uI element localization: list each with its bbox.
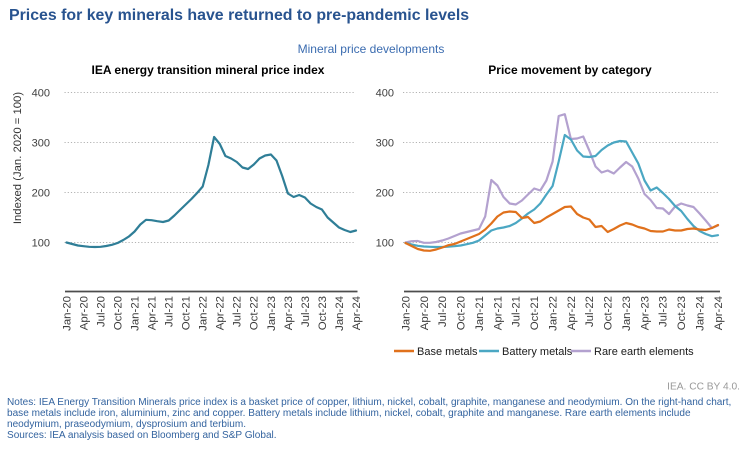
svg-text:Jul-20: Jul-20 [437,296,449,327]
svg-text:Indexed (Jan. 2020 = 100): Indexed (Jan. 2020 = 100) [12,92,24,224]
svg-text:Jul-22: Jul-22 [232,296,244,327]
svg-text:Apr-21: Apr-21 [147,296,159,330]
svg-text:Oct-22: Oct-22 [249,296,261,330]
svg-text:Oct-21: Oct-21 [181,296,193,330]
svg-text:100: 100 [32,237,50,249]
svg-text:Notes: IEA Energy Transition M: Notes: IEA Energy Transition Minerals pr… [7,397,731,408]
svg-text:Jan-23: Jan-23 [266,296,278,331]
svg-text:100: 100 [376,237,394,249]
svg-text:Oct-22: Oct-22 [603,296,615,330]
svg-text:Jan-20: Jan-20 [400,296,412,331]
svg-text:Battery metals: Battery metals [502,346,573,358]
svg-text:Apr-22: Apr-22 [566,296,578,330]
svg-text:Apr-22: Apr-22 [215,296,227,330]
svg-text:Apr-23: Apr-23 [639,296,651,330]
svg-text:base metals include iron, alum: base metals include iron, aluminium, zin… [7,408,691,419]
svg-text:Mineral price developments: Mineral price developments [298,42,445,56]
svg-text:Oct-20: Oct-20 [456,296,468,330]
svg-text:Apr-23: Apr-23 [283,296,295,330]
svg-text:Jan-21: Jan-21 [130,296,142,331]
svg-text:Oct-23: Oct-23 [676,296,688,330]
svg-text:Jul-21: Jul-21 [164,296,176,327]
svg-text:Jul-21: Jul-21 [511,296,523,327]
svg-text:Jan-23: Jan-23 [621,296,633,331]
svg-text:IEA. CC BY 4.0.: IEA. CC BY 4.0. [667,382,740,393]
svg-text:Base metals: Base metals [417,346,478,358]
svg-text:Apr-20: Apr-20 [419,296,431,330]
svg-text:Apr-20: Apr-20 [78,296,90,330]
svg-text:Jul-20: Jul-20 [96,296,108,327]
svg-text:Jan-21: Jan-21 [474,296,486,331]
svg-text:300: 300 [32,137,50,149]
svg-text:200: 200 [32,187,50,199]
svg-text:Sources: IEA analysis based on: Sources: IEA analysis based on Bloomberg… [7,430,277,441]
svg-text:Jan-22: Jan-22 [198,296,210,331]
svg-text:Oct-23: Oct-23 [317,296,329,330]
svg-text:400: 400 [376,87,394,99]
svg-text:Jan-24: Jan-24 [695,296,707,331]
svg-text:Jan-24: Jan-24 [334,296,346,331]
svg-text:Jul-23: Jul-23 [300,296,312,327]
svg-text:200: 200 [376,187,394,199]
svg-text:Jan-22: Jan-22 [547,296,559,331]
svg-text:Jan-20: Jan-20 [61,296,73,331]
svg-text:IEA energy transition mineral: IEA energy transition mineral price inde… [92,63,325,77]
svg-text:Apr-24: Apr-24 [351,296,363,330]
svg-text:neodymium, praseodymium, dyspr: neodymium, praseodymium, dysprosium and … [7,419,246,430]
svg-text:Price movement by category: Price movement by category [488,63,652,77]
svg-text:Apr-21: Apr-21 [492,296,504,330]
svg-text:300: 300 [376,137,394,149]
svg-text:Apr-24: Apr-24 [713,296,725,330]
svg-text:400: 400 [32,87,50,99]
svg-text:Oct-20: Oct-20 [113,296,125,330]
svg-text:Prices for key minerals have r: Prices for key minerals have returned to… [9,7,469,24]
svg-text:Oct-21: Oct-21 [529,296,541,330]
svg-text:Rare earth elements: Rare earth elements [594,346,694,358]
svg-text:Jul-22: Jul-22 [584,296,596,327]
svg-text:Jul-23: Jul-23 [658,296,670,327]
